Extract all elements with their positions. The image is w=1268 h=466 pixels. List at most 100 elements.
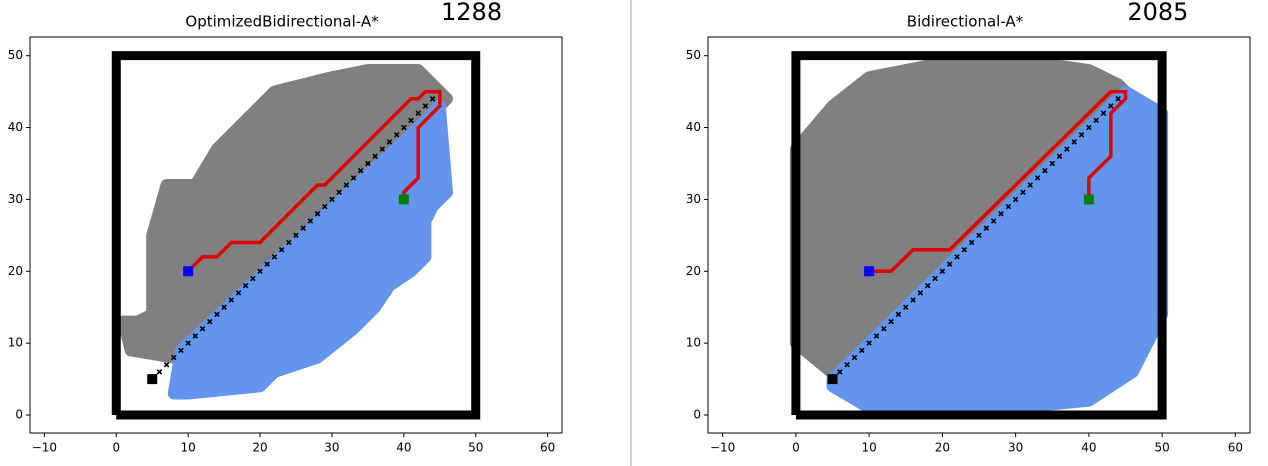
diagonal-marker xyxy=(278,246,285,253)
diagonal-marker xyxy=(1042,167,1048,174)
diagonal-marker xyxy=(214,311,220,318)
y-tick-label: 40 xyxy=(8,120,23,134)
diagonal-marker xyxy=(156,369,163,375)
diagonal-marker xyxy=(372,153,378,160)
diagonal-marker xyxy=(386,139,393,145)
annotation: 2085 xyxy=(1127,0,1188,26)
diagonal-marker xyxy=(321,203,328,210)
x-tick-label: 60 xyxy=(1228,441,1243,455)
diagonal-marker xyxy=(881,326,887,332)
diagonal-marker xyxy=(357,167,364,174)
point-marker xyxy=(147,374,158,385)
diagonal-marker xyxy=(307,218,314,224)
point-marker xyxy=(183,266,194,277)
diagonal-marker xyxy=(1071,139,1077,145)
x-tick-label: 50 xyxy=(1154,441,1169,455)
diagonal-marker xyxy=(242,282,249,289)
diagonal-marker xyxy=(1100,110,1107,116)
x-tick-label: −10 xyxy=(32,441,57,455)
diagonal-marker xyxy=(422,103,429,109)
diagonal-marker xyxy=(393,131,400,138)
diagonal-marker xyxy=(851,354,858,361)
diagonal-marker xyxy=(228,297,235,303)
y-tick-label: 30 xyxy=(686,192,701,206)
y-tick-label: 10 xyxy=(8,336,23,350)
diagonal-marker xyxy=(976,232,982,239)
y-tick-label: 40 xyxy=(686,120,701,134)
diagonal-marker xyxy=(171,354,177,361)
walls xyxy=(111,51,481,420)
diagonal-marker xyxy=(990,218,997,224)
point-marker xyxy=(1083,194,1094,205)
diagonal-marker xyxy=(257,268,263,275)
diagonal-marker xyxy=(293,232,299,239)
x-tick-label: 30 xyxy=(324,441,339,455)
x-tick-label: 0 xyxy=(112,441,120,455)
diagonal-marker xyxy=(961,246,968,253)
diagonal-marker xyxy=(206,318,213,325)
diagonal-marker xyxy=(379,146,386,152)
y-tick-label: 0 xyxy=(693,408,701,422)
y-tick-label: 50 xyxy=(686,48,701,62)
diagonal-marker xyxy=(1049,160,1056,167)
diagonal-marker xyxy=(895,311,902,318)
diagonal-marker xyxy=(1078,131,1085,138)
diagonal-marker xyxy=(924,282,931,289)
diagonal-marker xyxy=(185,340,191,346)
diagonal-marker xyxy=(968,239,975,246)
diagonal-marker xyxy=(910,297,916,303)
x-tick-label: 30 xyxy=(1008,441,1023,455)
diagonal-marker xyxy=(844,361,850,368)
diagonal-marker xyxy=(401,124,407,131)
y-tick-label: 10 xyxy=(686,336,701,350)
point-marker xyxy=(864,266,875,277)
diagonal-marker xyxy=(939,268,946,275)
diagonal-marker xyxy=(859,347,865,354)
diagonal-marker xyxy=(300,225,306,231)
path xyxy=(869,89,1128,274)
x-tick-label: 50 xyxy=(468,441,483,455)
diagonal-marker xyxy=(946,261,953,267)
diagonal-marker xyxy=(336,189,342,196)
diagonal-marker xyxy=(888,318,894,325)
x-tick-label: 20 xyxy=(252,441,267,455)
diagonal-marker xyxy=(264,261,271,267)
x-tick-label: 0 xyxy=(792,441,800,455)
diagonal-marker xyxy=(314,211,321,217)
diagonal-marker xyxy=(415,110,421,116)
diagonal-marker xyxy=(350,175,357,181)
x-tick-label: 40 xyxy=(396,441,411,455)
diagonal-marker xyxy=(932,275,938,282)
axes-frame xyxy=(707,36,1251,434)
diagonal-marker xyxy=(192,333,199,339)
diagonal-marker xyxy=(235,290,242,296)
path xyxy=(186,89,442,273)
diagonal-marker xyxy=(917,290,924,296)
walls xyxy=(791,51,1167,420)
diagonal-marker xyxy=(1005,203,1012,210)
y-tick-label: 0 xyxy=(15,408,23,422)
point-marker xyxy=(827,374,838,385)
x-tick-label: 10 xyxy=(861,441,876,455)
diagonal-marker xyxy=(1012,196,1019,203)
diagonal-marker xyxy=(873,333,880,339)
x-tick-label: 60 xyxy=(540,441,555,455)
y-tick-label: 20 xyxy=(686,264,701,278)
x-tick-label: 10 xyxy=(181,441,196,455)
plot xyxy=(789,51,1169,420)
diagonal-marker xyxy=(199,326,206,332)
annotation: 1288 xyxy=(441,0,502,26)
y-tick-label: 50 xyxy=(8,48,23,62)
diagonal-marker xyxy=(250,275,256,282)
diagonal-marker xyxy=(983,225,990,231)
diagonal-marker xyxy=(998,211,1004,217)
chart-title: OptimizedBidirectional-A* xyxy=(185,13,379,31)
point-marker xyxy=(398,194,409,205)
plot xyxy=(111,51,481,420)
diagonal-marker xyxy=(866,340,872,346)
diagonal-marker xyxy=(1056,153,1063,160)
diagonal-marker xyxy=(343,182,350,188)
x-tick-label: 20 xyxy=(935,441,950,455)
axes-frame xyxy=(29,36,563,434)
